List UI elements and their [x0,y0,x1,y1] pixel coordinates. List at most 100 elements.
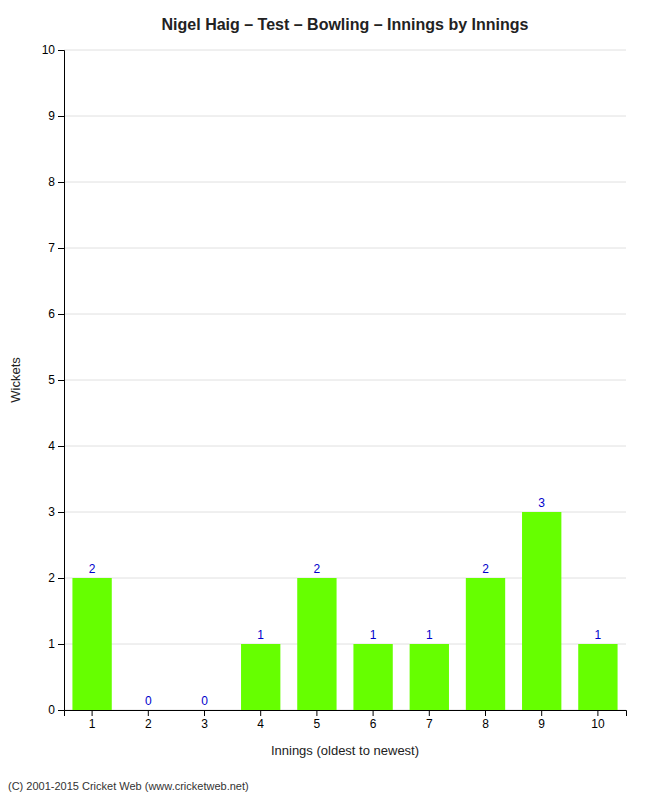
bar [410,644,449,710]
tick-mark [58,50,64,51]
tick: 4 [257,710,264,731]
bar [185,710,224,711]
data-label: 2 [314,562,321,576]
tick-label: 5 [48,373,55,387]
tick-mark [316,710,317,716]
tick-mark [429,710,430,716]
tick-label: 7 [426,717,433,731]
footer: (C) 2001-2015 Cricket Web (www.cricketwe… [8,780,249,792]
tick: 8 [48,175,64,189]
tick-mark [58,380,64,381]
chart: 200121123112345678910012345678910Nigel H… [0,0,650,800]
tick-mark [58,710,64,711]
data-labels: 2001211231 [89,496,602,708]
bar [466,578,505,710]
tick: 5 [48,373,64,387]
tick-mark [58,182,64,183]
tick-mark [597,710,598,716]
grid-line [64,248,626,249]
bar [241,644,280,710]
tick-mark [204,710,205,716]
tick: 6 [370,710,377,731]
tick-mark [541,710,542,716]
tick-label: 6 [370,717,377,731]
bars [72,512,617,710]
tick-label: 4 [257,717,264,731]
grid-line [64,446,626,447]
bar [297,578,336,710]
tick: 9 [538,710,545,731]
tick-label: 3 [48,505,55,519]
tick: 3 [201,710,208,731]
tick: 2 [48,571,64,585]
tick-label: 10 [42,43,56,57]
bar [353,644,392,710]
grid-line [64,116,626,117]
data-label: 0 [201,694,208,708]
grid-line [64,182,626,183]
tick-label: 9 [538,717,545,731]
tick: 10 [591,710,605,731]
data-label: 1 [257,628,264,642]
tick-label: 1 [48,637,55,651]
tick-label: 2 [48,571,55,585]
tick-label: 0 [48,703,55,717]
grid-line [64,314,626,315]
tick-label: 9 [48,109,55,123]
tick: 7 [48,241,64,255]
bar [578,644,617,710]
x-axis: 1 2 3 4 5 6 7 8 9 10 [65,710,627,731]
y-axis: 0 1 2 3 4 5 6 7 8 9 10 [42,43,65,717]
tick: 5 [314,710,321,731]
tick-mark [260,710,261,716]
data-label: 2 [482,562,489,576]
y-axis-title: Wickets [8,357,23,403]
tick-mark [148,710,149,716]
tick: 7 [426,710,433,731]
axis-line [58,51,65,711]
tick-label: 6 [48,307,55,321]
tick-mark [58,248,64,249]
data-label: 2 [89,562,96,576]
tick: 9 [48,109,64,123]
tick-mark [58,512,64,513]
bar [522,512,561,710]
tick-label: 8 [482,717,489,731]
tick: 0 [48,703,64,717]
tick-label: 10 [591,717,605,731]
tick: 1 [89,710,96,731]
bar [72,578,111,710]
tick-label: 1 [89,717,96,731]
tick-mark [58,644,64,645]
x-axis-title: Innings (oldest to newest) [271,743,419,758]
tick-mark [373,710,374,716]
data-label: 1 [426,628,433,642]
tick-mark [485,710,486,716]
bar [129,710,168,711]
tick: 3 [48,505,64,519]
tick-label: 8 [48,175,55,189]
tick: 4 [48,439,64,453]
tick: 6 [48,307,64,321]
tick-mark [58,578,64,579]
tick-label: 7 [48,241,55,255]
plot: 200121123112345678910012345678910 [42,43,627,730]
tick-label: 4 [48,439,55,453]
tick-mark [58,116,64,117]
grid-line [64,50,626,51]
title: Nigel Haig – Test – Bowling – Innings by… [162,16,529,33]
tick: 2 [145,710,152,731]
tick: 1 [48,637,64,651]
tick-label: 2 [145,717,152,731]
grid [64,50,626,710]
data-label: 1 [595,628,602,642]
tick-mark [58,314,64,315]
data-label: 1 [370,628,377,642]
tick-mark [58,446,64,447]
axis-line [65,711,627,717]
tick: 8 [482,710,489,731]
tick-mark [92,710,93,716]
grid-line [64,380,626,381]
tick-label: 5 [314,717,321,731]
data-label: 3 [538,496,545,510]
